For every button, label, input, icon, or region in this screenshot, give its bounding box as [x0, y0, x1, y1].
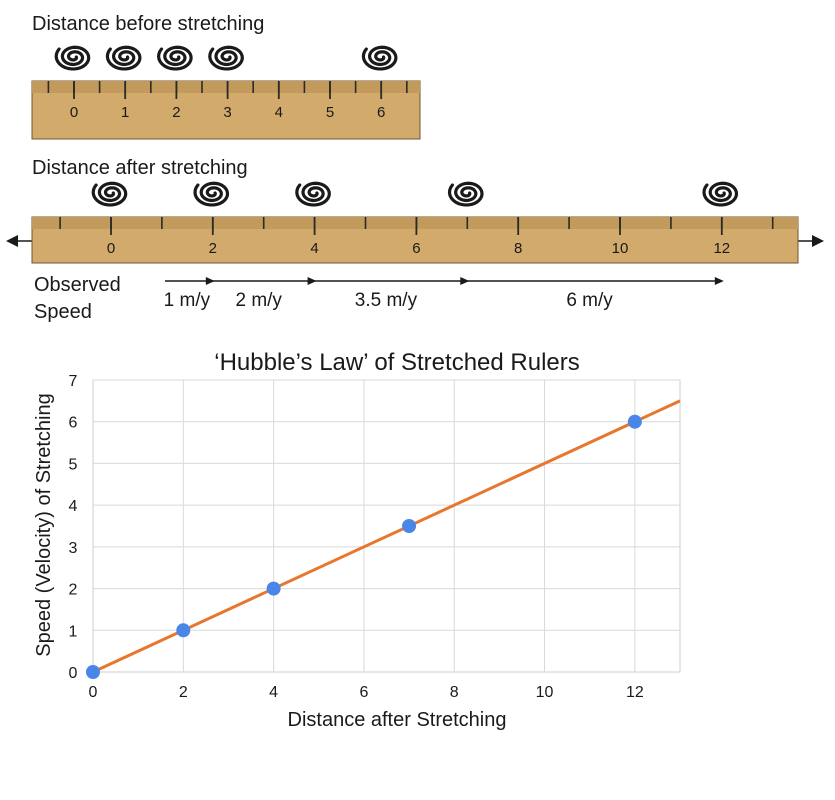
ruler-left-arrowhead [6, 235, 18, 247]
x-axis-label: Distance after Stretching [288, 709, 507, 731]
speed-label: 6 m/y [566, 290, 613, 311]
ruler-tick-label: 4 [310, 240, 318, 257]
y-tick-label: 7 [69, 373, 78, 390]
y-tick-label: 2 [69, 582, 78, 599]
data-point [627, 414, 642, 429]
x-tick-label: 2 [179, 684, 188, 701]
x-tick-label: 0 [89, 684, 98, 701]
ruler-right-arrowhead [812, 235, 824, 247]
galaxy-icon [361, 45, 398, 71]
chart-title: ‘Hubble’s Law’ of Stretched Rulers [214, 349, 580, 376]
observed-speed-label-line1: Observed [34, 274, 121, 296]
ruler-tick-label: 2 [172, 104, 180, 121]
galaxy-spiral [193, 181, 230, 207]
x-tick-label: 10 [536, 684, 554, 701]
ruler-tick-label: 2 [209, 240, 217, 257]
speed-arrows: 1 m/y 2 m/y 3.5 m/y 6 m/y [164, 277, 724, 311]
galaxy-spiral [447, 181, 484, 207]
ruler-after: 0 2 4 6 8 10 12 [6, 181, 824, 264]
galaxy-icon [447, 181, 484, 207]
galaxy-icon [91, 181, 128, 207]
x-tick-label: 8 [450, 684, 459, 701]
galaxy-spiral [91, 181, 128, 207]
galaxy-icon [193, 181, 230, 207]
fit-line [92, 399, 681, 674]
y-tick-label: 6 [69, 415, 78, 432]
y-tick-label: 0 [69, 665, 78, 682]
ruler-tick-label: 0 [107, 240, 115, 257]
before-title: Distance before stretching [32, 13, 264, 35]
galaxy-spiral [208, 45, 244, 71]
galaxy-spiral [105, 45, 142, 71]
galaxy-spiral [156, 45, 193, 71]
ruler-tick-label: 6 [377, 104, 385, 121]
ruler-top-stripe [32, 81, 420, 93]
galaxy-icon [105, 45, 142, 71]
data-point [176, 623, 191, 638]
y-axis-label: Speed (Velocity) of Stretching [33, 393, 55, 656]
y-tick-label: 1 [69, 623, 78, 640]
y-tick-label: 3 [69, 540, 78, 557]
data-point [266, 581, 281, 596]
ruler-tick-label: 12 [713, 240, 730, 257]
galaxy-icon [702, 181, 739, 207]
ruler-top-stripe [32, 217, 798, 229]
x-tick-label: 12 [626, 684, 644, 701]
data-point [402, 519, 417, 533]
data-point [86, 665, 100, 679]
observed-speed-label-line2: Speed [34, 301, 92, 323]
galaxy-icon [156, 45, 193, 71]
speed-label: 2 m/y [235, 290, 282, 311]
ruler-tick-label: 6 [412, 240, 420, 257]
galaxy-spiral [361, 45, 398, 71]
ruler-tick-label: 1 [121, 104, 129, 121]
after-title: Distance after stretching [32, 157, 248, 179]
y-tick-label: 5 [69, 456, 78, 473]
galaxy-spiral [702, 181, 739, 207]
x-tick-label: 4 [269, 684, 278, 701]
speed-label: 3.5 m/y [355, 290, 418, 311]
plot-frame [92, 379, 681, 673]
galaxy-icon [295, 181, 331, 207]
ruler-tick-label: 4 [275, 104, 283, 121]
ruler-tick-label: 8 [514, 240, 522, 257]
galaxy-spiral [295, 181, 331, 207]
y-tick-label: 4 [69, 498, 78, 515]
speed-label: 1 m/y [164, 290, 211, 311]
ruler-tick-label: 3 [223, 104, 231, 121]
galaxy-spiral [54, 45, 91, 71]
galaxy-icon [208, 45, 244, 71]
ruler-tick-label: 10 [612, 240, 629, 257]
ruler-tick-label: 0 [70, 104, 78, 121]
speed-arrowhead [714, 277, 724, 285]
galaxy-icon [54, 45, 91, 71]
ruler-tick-label: 5 [326, 104, 334, 121]
ruler-before: 0 1 2 3 4 5 6 [31, 45, 421, 140]
x-tick-label: 6 [359, 684, 368, 701]
